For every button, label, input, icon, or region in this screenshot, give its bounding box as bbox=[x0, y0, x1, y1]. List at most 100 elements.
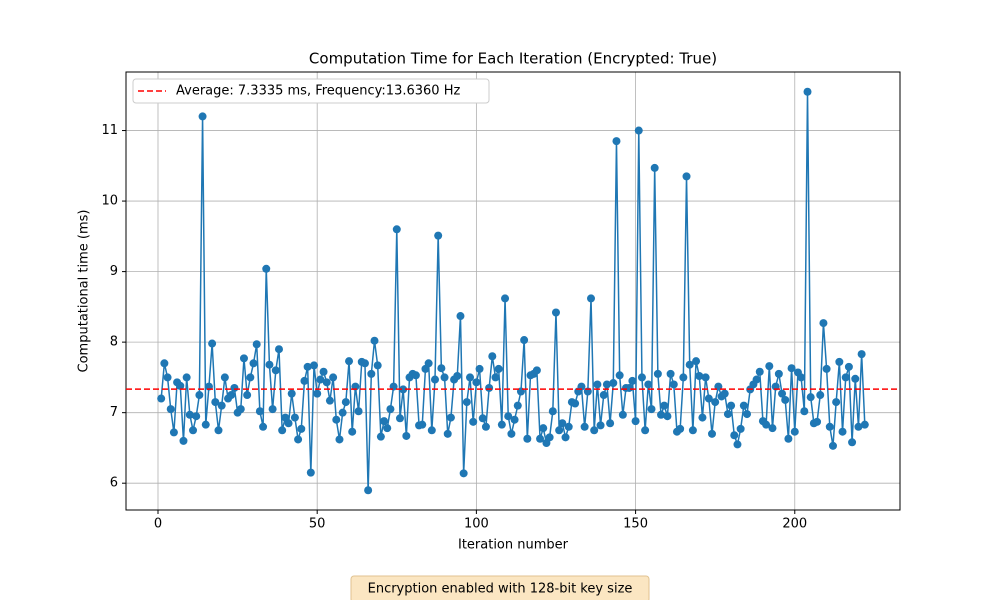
point bbox=[386, 405, 395, 414]
point bbox=[851, 374, 860, 383]
point bbox=[644, 380, 653, 389]
point bbox=[532, 366, 541, 375]
point bbox=[580, 422, 589, 431]
point bbox=[593, 380, 602, 389]
point bbox=[835, 357, 844, 366]
point bbox=[698, 413, 707, 422]
y-tick-label: 11 bbox=[101, 123, 118, 138]
point bbox=[701, 373, 710, 382]
point bbox=[341, 398, 350, 407]
point bbox=[551, 308, 560, 317]
point bbox=[800, 407, 809, 416]
point bbox=[220, 373, 229, 382]
point bbox=[392, 225, 401, 234]
point bbox=[822, 364, 831, 373]
point bbox=[310, 361, 319, 370]
x-tick-label: 50 bbox=[309, 517, 326, 532]
point bbox=[335, 435, 344, 444]
point bbox=[507, 429, 516, 438]
point bbox=[345, 357, 354, 366]
point bbox=[641, 426, 650, 435]
point bbox=[520, 336, 529, 345]
point bbox=[727, 401, 736, 410]
point bbox=[647, 405, 656, 414]
y-tick-label: 6 bbox=[110, 476, 118, 491]
point bbox=[462, 398, 471, 407]
point bbox=[739, 401, 748, 410]
point bbox=[609, 379, 618, 388]
point bbox=[755, 367, 764, 376]
point bbox=[297, 424, 306, 433]
point bbox=[214, 426, 223, 435]
point bbox=[306, 468, 315, 477]
y-tick-label: 8 bbox=[110, 335, 118, 350]
point bbox=[816, 391, 825, 400]
point bbox=[790, 427, 799, 436]
point bbox=[446, 413, 455, 422]
y-tick-label: 7 bbox=[110, 405, 118, 420]
annotation: Encryption enabled with 128-bit key size bbox=[368, 582, 633, 597]
point bbox=[166, 405, 175, 414]
point bbox=[768, 424, 777, 433]
point bbox=[857, 350, 866, 359]
x-tick-label: 150 bbox=[623, 517, 648, 532]
point bbox=[182, 373, 191, 382]
point bbox=[564, 422, 573, 431]
point bbox=[501, 294, 510, 303]
point bbox=[657, 410, 666, 419]
point bbox=[472, 378, 481, 387]
point bbox=[411, 371, 420, 380]
point bbox=[848, 438, 857, 447]
point bbox=[259, 422, 268, 431]
point bbox=[634, 126, 643, 135]
annotation-box bbox=[350, 575, 650, 600]
point bbox=[354, 407, 363, 416]
point bbox=[211, 398, 220, 407]
point bbox=[832, 398, 841, 407]
point bbox=[602, 380, 611, 389]
point bbox=[618, 410, 627, 419]
point bbox=[243, 391, 252, 400]
point bbox=[781, 395, 790, 404]
point bbox=[561, 433, 570, 442]
point bbox=[765, 362, 774, 371]
point bbox=[430, 375, 439, 384]
point bbox=[596, 421, 605, 430]
point bbox=[663, 412, 672, 421]
point bbox=[163, 373, 172, 382]
x-tick-label: 100 bbox=[464, 517, 489, 532]
point bbox=[666, 369, 675, 378]
point bbox=[539, 424, 548, 433]
point bbox=[797, 373, 806, 382]
point bbox=[676, 424, 685, 433]
point bbox=[513, 401, 522, 410]
point bbox=[587, 294, 596, 303]
point bbox=[599, 391, 608, 400]
point bbox=[169, 428, 178, 437]
point bbox=[322, 378, 331, 387]
point bbox=[720, 389, 729, 398]
point bbox=[828, 441, 837, 450]
y-tick-label: 10 bbox=[101, 194, 118, 209]
point bbox=[201, 420, 210, 429]
point bbox=[497, 420, 506, 429]
point bbox=[682, 172, 691, 181]
point bbox=[685, 360, 694, 369]
point bbox=[316, 375, 325, 384]
point bbox=[571, 399, 580, 408]
x-tick-label: 0 bbox=[154, 517, 162, 532]
point bbox=[255, 407, 264, 416]
point bbox=[287, 389, 296, 398]
point bbox=[612, 137, 621, 146]
point bbox=[427, 426, 436, 435]
point bbox=[504, 412, 513, 421]
point bbox=[236, 405, 245, 414]
point bbox=[730, 431, 739, 440]
point bbox=[803, 87, 812, 96]
point bbox=[787, 364, 796, 373]
point bbox=[704, 394, 713, 403]
point bbox=[459, 469, 468, 478]
point bbox=[558, 419, 567, 428]
point bbox=[723, 410, 732, 419]
